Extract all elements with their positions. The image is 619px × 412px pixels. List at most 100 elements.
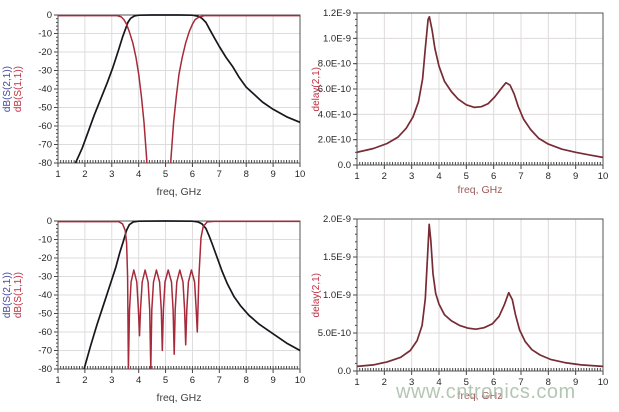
y-tick-label: -50	[38, 103, 52, 114]
x-axis-label: freq, GHz	[457, 390, 503, 402]
series-group	[357, 223, 603, 368]
x-tick-label: 5	[163, 375, 168, 386]
x-tick-label: 9	[270, 375, 275, 386]
x-tick-label: 5	[163, 169, 168, 180]
series-curve-0	[83, 220, 300, 369]
y-tick-label: 0.0	[338, 366, 351, 377]
x-tick-label: 10	[295, 375, 306, 386]
gridlines	[58, 221, 300, 369]
y-tick-label: -30	[38, 272, 52, 283]
x-axis-label: freq, GHz	[156, 392, 202, 404]
y-tick-label: -60	[38, 121, 52, 132]
x-tick-label: 8	[244, 169, 249, 180]
gridlines	[357, 219, 603, 371]
x-tick-label: 3	[109, 375, 114, 386]
watermark-text: www.cntronics.com	[396, 381, 576, 403]
y-tick-label: -30	[38, 66, 52, 77]
tick-labels: 1 2 3 4 5 6 7 8 9 10 0 -10 -20 -30 -40 -50 -60 -70 -80	[38, 10, 305, 180]
y-tick-label: 8.0E-10	[318, 59, 351, 70]
y-tick-label: -70	[38, 140, 52, 151]
y-tick-label: -70	[38, 346, 52, 357]
series-curve-0	[74, 14, 300, 163]
y-tick-label: 4.0E-10	[318, 109, 351, 120]
chart-sparams-bottom-left: 1 2 3 4 5 6 7 8 9 10 0 -10 -20 -30 -40 -50 -60 -70 -80 dB(…	[0, 206, 310, 412]
series-curve-0	[357, 15, 603, 159]
gridlines	[357, 13, 603, 165]
y-tick-label: -40	[38, 84, 52, 95]
delay-plot-1: 1 2 3 4 5 6 7 8 9 10 0.0 2.0E-10 4.0E-10 6.0E-10 8.0E-…	[318, 8, 609, 182]
plot-frame	[356, 218, 604, 372]
x-tick-label: 3	[409, 171, 414, 182]
y-tick-label: -50	[38, 309, 52, 320]
y-tick-label: -40	[38, 290, 52, 301]
y-tick-label: 0	[47, 216, 52, 227]
x-tick-label: 8	[546, 377, 551, 388]
y-tick-label: -10	[38, 235, 52, 246]
x-tick-label: 7	[518, 171, 523, 182]
y-axis-label-delay: delay(2,1)	[310, 66, 322, 112]
sparams-plot-2: 1 2 3 4 5 6 7 8 9 10 0 -10 -20 -30 -40 -50 -60 -70 -80	[38, 216, 305, 386]
y-tick-label: 1.2E-9	[323, 8, 351, 19]
y-tick-label: -80	[38, 364, 52, 375]
x-axis-label: freq, GHz	[457, 184, 503, 196]
x-tick-label: 3	[409, 377, 414, 388]
y-tick-label: 6.0E-10	[318, 84, 351, 95]
x-tick-label: 10	[598, 377, 609, 388]
x-tick-label: 7	[217, 375, 222, 386]
x-tick-label: 4	[436, 377, 441, 388]
y-axis-label-group: delay(2,1)	[310, 219, 324, 371]
y-tick-label: 5.0E-10	[318, 328, 351, 339]
y-tick-label: 0	[47, 10, 52, 21]
y-tick-label: 0.0	[338, 160, 351, 171]
x-tick-label: 3	[109, 169, 114, 180]
x-tick-label: 5	[464, 377, 469, 388]
x-tick-label: 8	[546, 171, 551, 182]
y-tick-label: -20	[38, 253, 52, 264]
y-tick-label: 2.0E-10	[318, 135, 351, 146]
x-tick-label: 4	[436, 171, 441, 182]
y-axis-label-delay: delay(2,1)	[310, 272, 322, 318]
tick-labels: 1 2 3 4 5 6 7 8 9 10 0 -10 -20 -30 -40 -50 -60 -70 -80	[38, 216, 305, 386]
x-tick-label: 7	[217, 169, 222, 180]
plot-frame	[356, 12, 604, 166]
x-tick-label: 10	[295, 169, 306, 180]
gridlines	[58, 15, 300, 163]
x-tick-label: 1	[55, 169, 60, 180]
delay-plot-2: 1 2 3 4 5 6 7 8 9 10 0.0 5.0E-10 1.0E-9 1.5E-9 2.0E-9	[318, 214, 609, 388]
x-tick-label: 2	[82, 375, 87, 386]
x-tick-label: 4	[136, 375, 141, 386]
series-group	[58, 220, 300, 369]
tick-labels: 1 2 3 4 5 6 7 8 9 10 0.0 2.0E-10 4.0E-10 6.0E-10 8.0E-…	[318, 8, 609, 182]
chart-delay-bottom-right: 1 2 3 4 5 6 7 8 9 10 0.0 5.0E-10 1.0E-9 1.5E-9 2.0E-9 …	[310, 206, 619, 412]
x-tick-label: 5	[464, 171, 469, 182]
y-tick-label: -20	[38, 47, 52, 58]
x-tick-label: 6	[491, 171, 496, 182]
x-tick-label: 9	[573, 377, 578, 388]
y-axis-label-s11: dB(S(1,1))	[13, 271, 24, 319]
y-axis-label-group: dB(S(2,1)) dB(S(1,1))	[2, 15, 26, 163]
chart-sparams-top-left: 1 2 3 4 5 6 7 8 9 10 0 -10 -20 -30 -40 -50 -60 -70 -80 dB(…	[0, 0, 310, 206]
series-group	[357, 15, 603, 159]
x-tick-label: 8	[244, 375, 249, 386]
x-tick-label: 1	[55, 375, 60, 386]
chart-delay-top-right: 1 2 3 4 5 6 7 8 9 10 0.0 2.0E-10 4.0E-10 6.0E-10 8.0E-…	[310, 0, 619, 206]
x-tick-label: 2	[382, 171, 387, 182]
y-tick-label: 2.0E-9	[323, 214, 351, 225]
x-tick-label: 10	[598, 171, 609, 182]
y-tick-label: 1.0E-9	[323, 33, 351, 44]
axis-ticks	[353, 12, 604, 169]
x-tick-label: 9	[573, 171, 578, 182]
y-tick-label: 1.5E-9	[323, 252, 351, 263]
y-axis-label-s11: dB(S(1,1))	[13, 65, 24, 113]
series-curve-1	[58, 220, 300, 369]
x-tick-label: 6	[491, 377, 496, 388]
y-tick-label: 1.0E-9	[323, 290, 351, 301]
axis-ticks	[353, 218, 604, 375]
x-tick-label: 2	[82, 169, 87, 180]
x-tick-label: 1	[354, 377, 359, 388]
y-tick-label: -60	[38, 327, 52, 338]
series-curve-0	[357, 223, 603, 368]
series-curve-1	[58, 14, 300, 163]
x-tick-label: 1	[354, 171, 359, 182]
